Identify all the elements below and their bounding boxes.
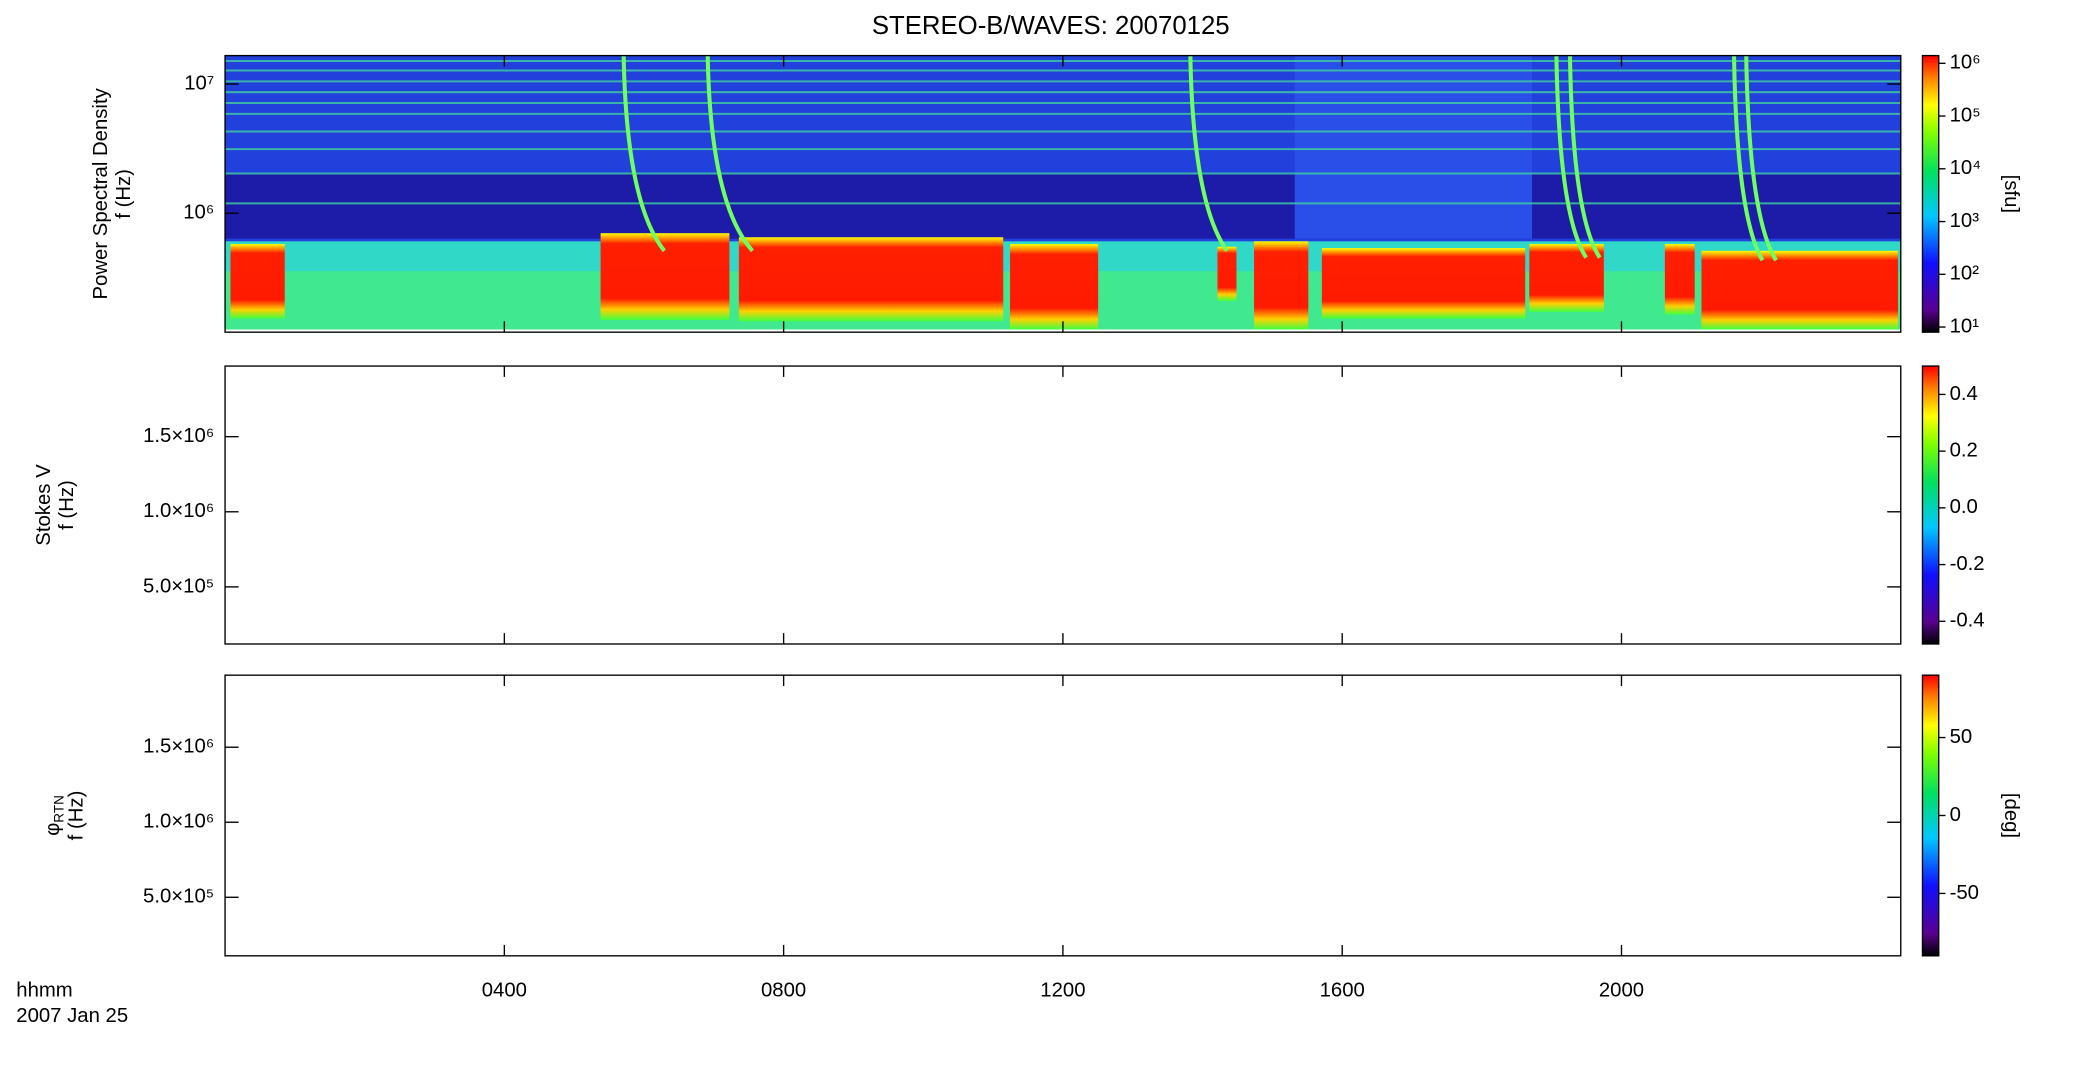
y-tick-label: 10⁷ xyxy=(184,72,214,94)
x-axis-label: hhmm xyxy=(16,979,72,1001)
colorbar-tick-label: -0.4 xyxy=(1950,610,1985,632)
x-tick-label: 1600 xyxy=(1320,979,1365,1001)
colorbar-label: [sfu] xyxy=(2000,175,2022,213)
date-label: 2007 Jan 25 xyxy=(16,1005,128,1027)
x-tick-label: 0800 xyxy=(761,979,806,1001)
x-tick-label: 1200 xyxy=(1040,979,1085,1001)
colorbar-tick-label: 0 xyxy=(1950,804,1961,826)
y-axis-label: f (Hz) xyxy=(113,169,135,219)
colorbar xyxy=(1921,365,1940,645)
colorbar-tick-label: 0.2 xyxy=(1950,440,1978,462)
y-tick-label: 5.0×10⁵ xyxy=(143,886,214,908)
y-axis-label: Power Spectral Density xyxy=(90,87,112,299)
y-label-symbol: φ xyxy=(43,823,65,836)
colorbar xyxy=(1921,54,1940,333)
colorbar-tick-label: 10⁵ xyxy=(1950,104,1981,126)
colorbar-tick-label: 10¹ xyxy=(1950,315,1980,337)
y-axis-label: φRTN xyxy=(43,795,67,836)
colorbar xyxy=(1921,674,1940,957)
colorbar-tick-label: 10² xyxy=(1950,263,1980,285)
x-tick-label: 0400 xyxy=(482,979,527,1001)
colorbar-tick-label: 0.4 xyxy=(1950,383,1978,405)
y-axis-label: f (Hz) xyxy=(66,791,88,841)
spectrogram xyxy=(225,55,1901,333)
y-axis-label: Stokes V xyxy=(33,464,55,546)
colorbar-label: [deg] xyxy=(2000,793,2022,838)
colorbar-tick-label: -50 xyxy=(1950,882,1979,904)
plot-frame xyxy=(224,674,1902,957)
colorbar-tick-label: -0.2 xyxy=(1950,553,1985,575)
colorbar-tick-label: 10³ xyxy=(1950,210,1980,232)
y-tick-label: 1.0×10⁶ xyxy=(143,500,214,522)
y-label-subscript: RTN xyxy=(51,795,66,823)
y-axis-label: f (Hz) xyxy=(56,480,78,530)
plot-frame xyxy=(224,365,1902,645)
colorbar-tick-label: 10⁶ xyxy=(1950,52,1981,74)
y-tick-label: 5.0×10⁵ xyxy=(143,575,214,597)
y-tick-label: 1.5×10⁶ xyxy=(143,425,214,447)
colorbar-tick-label: 0.0 xyxy=(1950,496,1978,518)
colorbar-tick-label: 10⁴ xyxy=(1950,157,1981,179)
y-tick-label: 10⁶ xyxy=(183,202,214,224)
y-tick-label: 1.5×10⁶ xyxy=(143,736,214,758)
chart-title: STEREO-B/WAVES: 20070125 xyxy=(872,12,1230,40)
y-tick-label: 1.0×10⁶ xyxy=(143,811,214,833)
colorbar-tick-label: 50 xyxy=(1950,726,1973,748)
x-tick-label: 2000 xyxy=(1599,979,1644,1001)
